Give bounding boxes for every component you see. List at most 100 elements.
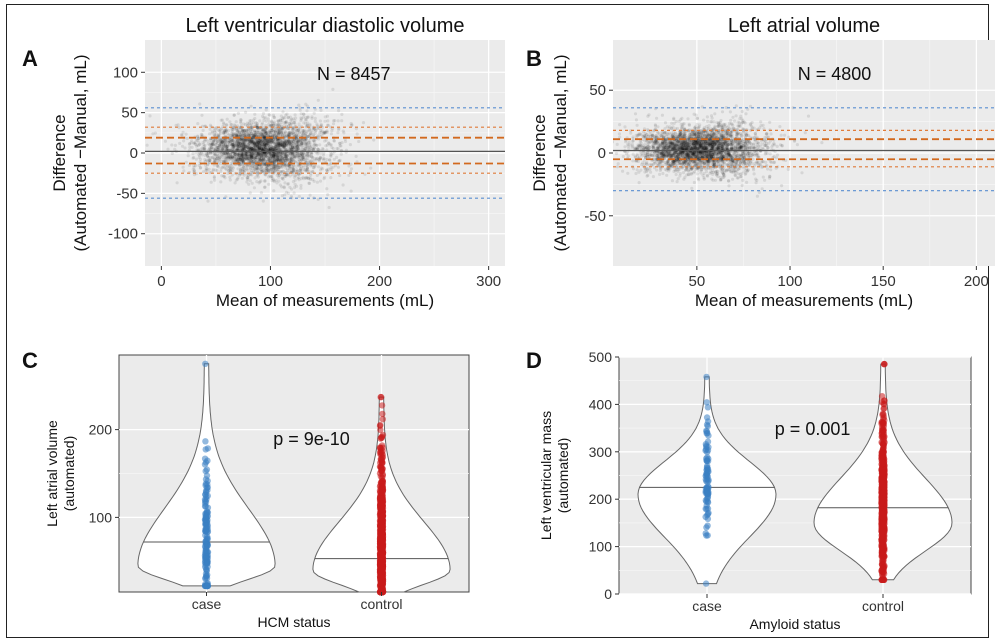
data-point: [271, 164, 275, 169]
data-point: [222, 130, 226, 135]
data-point: [275, 158, 279, 162]
data-point: [251, 140, 255, 144]
data-point: [266, 147, 270, 151]
data-point: [166, 147, 170, 151]
x-tick-label: 0: [157, 273, 165, 290]
data-point: [241, 145, 245, 149]
data-point: [271, 138, 275, 142]
data-point: [219, 162, 223, 166]
y-tick-label: 0: [598, 145, 606, 162]
data-point: [287, 139, 292, 143]
data-point: [305, 141, 309, 145]
data-point: [306, 146, 310, 150]
data-point: [244, 166, 248, 170]
data-point: [331, 87, 335, 91]
data-point: [274, 133, 278, 137]
data-point: [282, 141, 287, 145]
data-point: [217, 152, 221, 156]
data-point: [319, 128, 323, 132]
data-point: [221, 139, 225, 144]
data-point: [217, 145, 221, 149]
data-point: [276, 147, 281, 151]
data-point: [279, 143, 283, 148]
data-point: [226, 171, 230, 175]
data-point: [239, 131, 244, 135]
data-point: [229, 169, 233, 173]
data-point: [242, 128, 246, 133]
data-point: [294, 144, 298, 148]
data-point: [188, 141, 192, 146]
data-point: [214, 143, 218, 147]
data-point: [272, 115, 276, 119]
data-point: [244, 134, 248, 138]
data-point: [733, 119, 737, 123]
data-point: [323, 131, 327, 135]
data-point: [326, 119, 330, 123]
data-point: [291, 171, 295, 175]
data-point: [284, 153, 288, 157]
data-point: [250, 147, 254, 151]
data-point: [256, 141, 260, 145]
data-point: [243, 138, 247, 142]
data-point: [236, 152, 240, 156]
data-point: [266, 142, 270, 146]
data-point: [256, 146, 260, 150]
data-point: [192, 169, 196, 173]
data-point: [219, 118, 223, 122]
data-point: [242, 144, 246, 148]
data-point: [253, 140, 257, 144]
data-point: [256, 144, 260, 148]
data-point: [250, 155, 254, 160]
data-point: [250, 125, 254, 129]
data-point: [325, 187, 329, 191]
data-point: [342, 131, 346, 135]
data-point: [325, 168, 329, 172]
data-point: [289, 160, 293, 164]
data-point: [199, 157, 203, 161]
data-point: [262, 168, 266, 172]
data-point: [308, 193, 312, 197]
data-point: [243, 144, 247, 148]
data-point: [280, 133, 284, 137]
data-point: [191, 156, 195, 160]
data-point: [746, 168, 751, 172]
data-point: [239, 120, 243, 124]
data-point: [224, 147, 229, 151]
data-point: [236, 156, 240, 160]
data-point: [623, 125, 627, 129]
data-point: [270, 140, 274, 144]
data-point: [266, 140, 270, 144]
data-point: [215, 164, 219, 168]
data-point: [272, 130, 276, 134]
data-point: [258, 143, 262, 147]
data-point: [257, 147, 262, 151]
data-point: [264, 153, 268, 157]
data-point: [185, 136, 189, 141]
data-point: [227, 133, 231, 137]
data-point: [223, 141, 228, 145]
data-point: [313, 131, 317, 135]
data-point: [269, 165, 273, 170]
data-point: [272, 169, 276, 173]
panel-letter-b: B: [526, 46, 542, 71]
data-point: [218, 138, 223, 142]
data-point: [316, 165, 321, 169]
data-point: [269, 146, 274, 150]
data-point: [226, 155, 230, 159]
data-point: [273, 164, 277, 168]
data-point: [275, 154, 279, 158]
data-point: [295, 167, 299, 172]
y-tick-label: -50: [584, 208, 606, 225]
data-point: [308, 176, 312, 180]
data-point: [259, 165, 263, 169]
data-point: [236, 158, 240, 162]
data-point: [319, 122, 323, 127]
data-point: [312, 179, 316, 183]
data-point: [266, 159, 270, 163]
data-point: [255, 147, 259, 151]
data-point: [763, 178, 767, 182]
data-point: [258, 130, 262, 134]
data-point: [258, 152, 262, 156]
data-point: [255, 140, 259, 144]
data-point: [349, 167, 354, 171]
